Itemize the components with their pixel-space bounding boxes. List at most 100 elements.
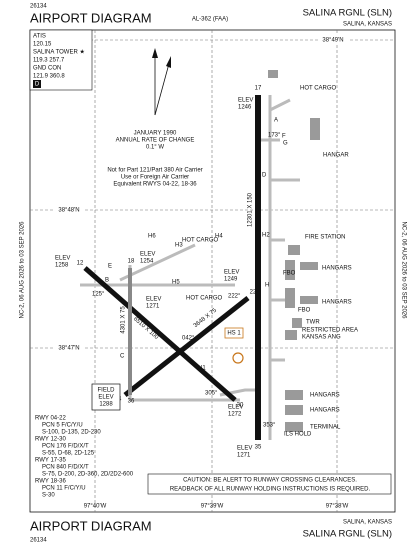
runway-info-line: S-75, D-200, 2D-360, 2D/2D2-600 (42, 472, 134, 478)
taxiway-label: H4 (215, 234, 223, 240)
effective-dates: NC-2, 06 AUG 2026 to 03 SEP 2026 (400, 222, 406, 320)
runway-dimensions: 12301 X 150 (248, 192, 254, 227)
runway-dimensions: 4301 X 75 (121, 306, 127, 334)
frequency: 120.15 (33, 42, 52, 48)
facility: ILS HOLD (284, 432, 312, 438)
elevation: ELEV (237, 446, 252, 452)
frame (29, 29, 396, 513)
buildings (268, 70, 320, 432)
badge (33, 80, 41, 88)
latitude: 38°48'N (58, 208, 79, 214)
frequency: GND CON (33, 66, 61, 72)
facility: HANGAR (323, 153, 349, 159)
taxiway-label: H1 (198, 366, 206, 372)
facility: HANGARS (310, 408, 340, 414)
facility: HOT CARGO (186, 296, 223, 302)
taxiway-label: H5 (172, 280, 180, 286)
bearing: 305° (205, 391, 218, 397)
runway-end: 18 (128, 259, 135, 265)
frequency: 119.3 257.7 (33, 58, 65, 64)
elevation: 1246 (238, 105, 252, 111)
taxiway-label: G (283, 141, 288, 147)
facility: HANGARS (322, 266, 352, 272)
runway-info-line: RWY 17-35 (35, 458, 66, 464)
hot-spot-box (224, 327, 244, 339)
badge-text: D (35, 82, 40, 88)
caution-box (147, 473, 392, 495)
bearing: 125° (92, 292, 105, 298)
elevation: 1258 (55, 263, 69, 269)
taxiway-label: H6 (148, 234, 156, 240)
elevation: ELEV (238, 98, 253, 104)
elevation: ELEV (146, 297, 161, 303)
taxiway-label: A (274, 118, 278, 124)
frequency: 121.9 360.8 (33, 74, 65, 80)
bearing: 222° (228, 294, 241, 300)
footer-airport: SALINA RGNL (SLN) (303, 529, 392, 540)
runway-info-line: S-100, D-135, 2D-230 (42, 430, 101, 436)
frequency: ATIS (33, 34, 46, 40)
facility: HANGARS (322, 300, 352, 306)
runway-info-line: RWY 12-30 (35, 437, 66, 443)
taxiway-label: D (262, 173, 267, 179)
effective-dates: NC-2, 06 AUG 2026 to 03 SEP 2026 (20, 221, 26, 319)
bearing: 353° (263, 423, 276, 429)
taxiway-label: E (108, 264, 112, 270)
field-elevation: ELEV (98, 395, 113, 401)
label-bg (54, 343, 84, 353)
longitude: 97°40'W (84, 504, 107, 510)
arrowhead (152, 48, 158, 58)
facility: TERMINAL (310, 425, 341, 431)
variation: 0.1° W (146, 145, 164, 151)
runway-info-line: PCN 176 F/D/X/T (42, 444, 89, 450)
variation: JANUARY 1990 (134, 131, 177, 137)
arrowhead (166, 56, 171, 68)
runway-end: 17 (255, 86, 262, 92)
taxiway-label: H2 (262, 233, 270, 239)
chart-ref: AL-362 (FAA) (192, 17, 228, 23)
taxiway-label: H3 (175, 243, 183, 249)
taxiway-label: B (105, 278, 109, 284)
facility: FBO (283, 271, 296, 277)
runway-end: 22 (250, 290, 257, 296)
airport-name: SALINA RGNL (SLN) (303, 8, 392, 19)
facility: HOT CARGO (182, 238, 219, 244)
runway-info-line: PCN 11 F/C/Y/U (42, 486, 86, 492)
facility: FIRE STATION (305, 235, 345, 241)
bearing: 173° (268, 133, 281, 139)
latitude: 38°49'N (322, 38, 343, 44)
facility: RESTRICTED AREA (302, 328, 358, 334)
facility: HOT CARGO (300, 86, 337, 92)
runway-info-line: RWY 04-22 (35, 416, 66, 422)
runway-info-line: RWY 18-36 (35, 479, 66, 485)
elevation: ELEV (228, 405, 243, 411)
footer-code: 26134 (30, 538, 47, 544)
taxiway-label: H (265, 283, 269, 289)
runway (83, 266, 237, 402)
hot-spot-marker (232, 352, 244, 364)
title: AIRPORT DIAGRAM (30, 10, 152, 25)
frequency: SALINA TOWER ★ (33, 49, 85, 56)
chart-code: 26134 (30, 4, 47, 10)
elevation: ELEV (55, 256, 70, 262)
runway-info-line: PCN 840 F/D/X/T (42, 465, 89, 471)
runway-end: 30 (237, 403, 244, 409)
footer-city: SALINA, KANSAS (343, 520, 392, 526)
runway-info-line: PCN 5 F/C/Y/U (42, 423, 83, 429)
taxiway-label: C (120, 354, 125, 360)
runway-info-line: S-55, D-68, 2D-125 (42, 451, 95, 457)
field-elevation: FIELD (97, 388, 115, 394)
runway (123, 296, 250, 397)
facility: KANSAS ANG (302, 335, 341, 341)
label-bg (318, 35, 348, 45)
runway-end: 12 (77, 261, 84, 267)
runway-end: 35 (255, 445, 262, 451)
note: Equivalent RWYS 04-22, 18-36 (113, 182, 197, 188)
variation: ANNUAL RATE OF CHANGE (116, 138, 195, 144)
latitude: 38°47'N (58, 346, 79, 352)
city: SALINA, KANSAS (343, 22, 392, 28)
caution: READBACK OF ALL RUNWAY HOLDING INSTRUCTI… (170, 487, 371, 493)
field-elevation-box (91, 383, 121, 411)
elevation: 1271 (237, 453, 251, 459)
